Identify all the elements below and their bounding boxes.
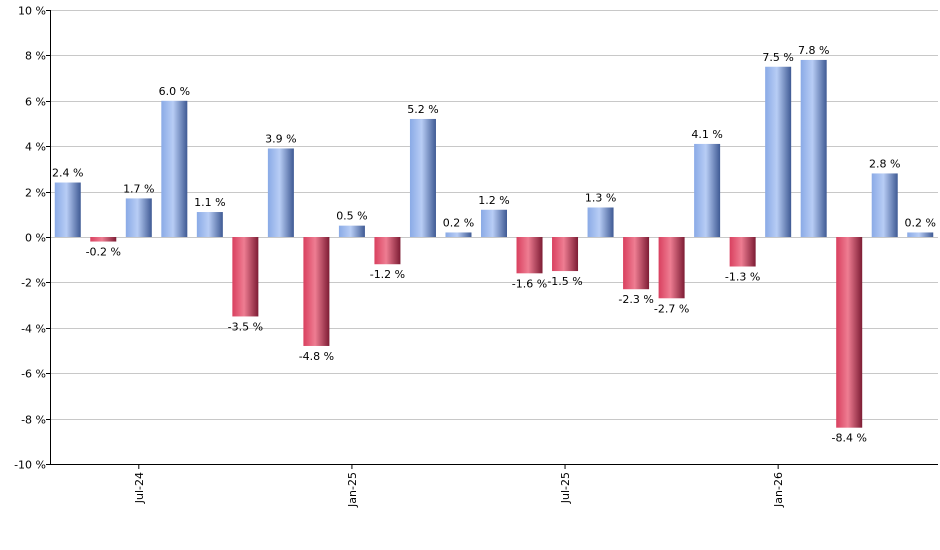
data-label: -2.3 %	[618, 293, 653, 306]
data-label: -4.8 %	[299, 350, 334, 363]
data-label: 2.4 %	[52, 167, 83, 180]
bar	[267, 148, 294, 237]
data-label: -3.5 %	[228, 320, 263, 333]
data-label: 4.1 %	[691, 128, 722, 141]
data-label: 6.0 %	[159, 85, 190, 98]
bar	[871, 173, 898, 237]
x-tick-label: Jul-25	[559, 472, 572, 504]
data-label: 5.2 %	[407, 103, 438, 116]
bar	[409, 118, 436, 237]
bar	[694, 143, 721, 237]
y-axis-tick-labels: -10 % -8 % -6 % -4 % -2 % 0 % 2 % 4 % 6 % 8 % 10 %	[14, 5, 46, 472]
y-tick-label: 0 %	[25, 232, 46, 245]
axes	[50, 10, 938, 465]
data-label: 1.3 %	[585, 191, 616, 204]
data-label: -1.2 %	[370, 268, 405, 281]
bar	[587, 207, 614, 237]
x-tick-label: Jan-26	[772, 472, 785, 508]
x-axis-tick-labels: Jul-24 Jan-25 Jul-25 Jan-26	[133, 464, 785, 508]
y-tick-label: 8 %	[25, 50, 46, 63]
data-label: 2.8 %	[869, 157, 900, 170]
bar	[552, 237, 579, 272]
data-label: 7.8 %	[798, 44, 829, 57]
bar	[623, 237, 650, 290]
y-tick-label: -10 %	[14, 459, 46, 472]
bar	[196, 212, 223, 237]
data-label: 0.2 %	[905, 216, 936, 229]
bar	[481, 209, 507, 237]
data-label: 3.9 %	[265, 132, 296, 145]
bar	[516, 237, 543, 274]
data-label: -0.2 %	[86, 246, 121, 259]
bar	[54, 182, 81, 237]
data-label: -1.5 %	[547, 275, 582, 288]
bar	[658, 237, 685, 299]
data-label: 1.2 %	[478, 194, 509, 207]
bar	[374, 237, 401, 265]
data-label: 1.7 %	[123, 182, 154, 195]
bar	[125, 198, 152, 237]
bar	[338, 225, 365, 237]
data-label: 7.5 %	[762, 51, 793, 64]
data-label: -1.3 %	[725, 271, 760, 284]
bar	[303, 237, 330, 346]
y-tick-label: -8 %	[21, 414, 46, 427]
y-tick-label: 4 %	[25, 141, 46, 154]
bar	[765, 66, 792, 237]
bar	[729, 237, 756, 267]
y-tick-label: 10 %	[18, 5, 46, 18]
bar	[907, 232, 934, 237]
bar	[90, 237, 117, 242]
y-tick-label: -4 %	[21, 323, 46, 336]
data-label: -1.6 %	[512, 277, 547, 290]
data-label: -8.4 %	[831, 432, 866, 445]
y-tick-label: 6 %	[25, 96, 46, 109]
bar	[232, 237, 259, 317]
x-tick-label: Jul-24	[133, 472, 146, 504]
data-labels: 2.4 % -0.2 % 1.7 % 6.0 % 1.1 % -3.5 % 3.9 % -4.…	[52, 44, 936, 445]
data-label: 0.5 %	[336, 210, 367, 223]
y-tick-label: -6 %	[21, 368, 46, 381]
y-tick-label: -2 %	[21, 277, 46, 290]
bars	[54, 59, 934, 428]
data-label: 0.2 %	[443, 216, 474, 229]
y-tick-label: 2 %	[25, 187, 46, 200]
bar	[836, 237, 863, 428]
bar	[800, 59, 827, 237]
bar	[445, 232, 472, 237]
data-label: 1.1 %	[194, 196, 225, 209]
bar	[161, 100, 188, 237]
data-label: -2.7 %	[654, 302, 689, 315]
x-tick-label: Jan-25	[346, 472, 359, 508]
